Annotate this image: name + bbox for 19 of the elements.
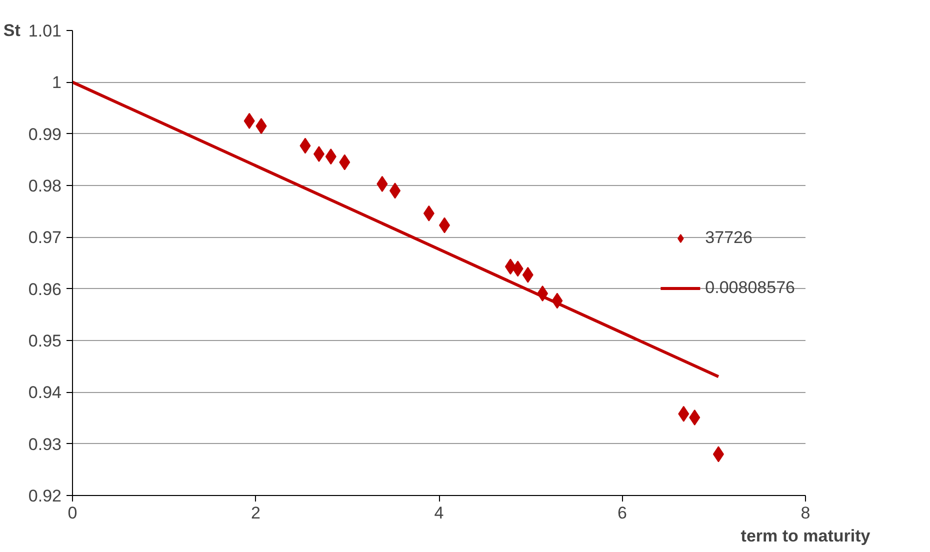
- x-axis-title: term to maturity: [740, 526, 871, 546]
- x-tick-label: 0: [68, 504, 78, 522]
- legend-label: 0.00808576: [705, 278, 795, 298]
- x-tick-label: 2: [251, 504, 260, 522]
- y-axis-title: St: [3, 21, 21, 40]
- y-tick-label: 0.93: [28, 434, 62, 454]
- y-tick-label: 0.96: [28, 280, 62, 299]
- legend-label: 37726: [705, 228, 752, 248]
- y-tick-label: 0.94: [28, 383, 62, 402]
- x-tick-label: 6: [618, 504, 627, 522]
- x-tick-label: 8: [800, 504, 810, 522]
- y-tick-label: 0.92: [28, 486, 62, 506]
- y-tick-label: 0.95: [28, 332, 62, 350]
- y-tick-label: 1: [52, 73, 62, 92]
- x-tick-label: 4: [434, 504, 444, 522]
- y-tick-label: 1.01: [28, 22, 62, 40]
- y-tick-label: 0.97: [28, 228, 62, 248]
- y-tick-label: 0.98: [28, 176, 62, 196]
- y-tick-label: 0.99: [28, 124, 62, 144]
